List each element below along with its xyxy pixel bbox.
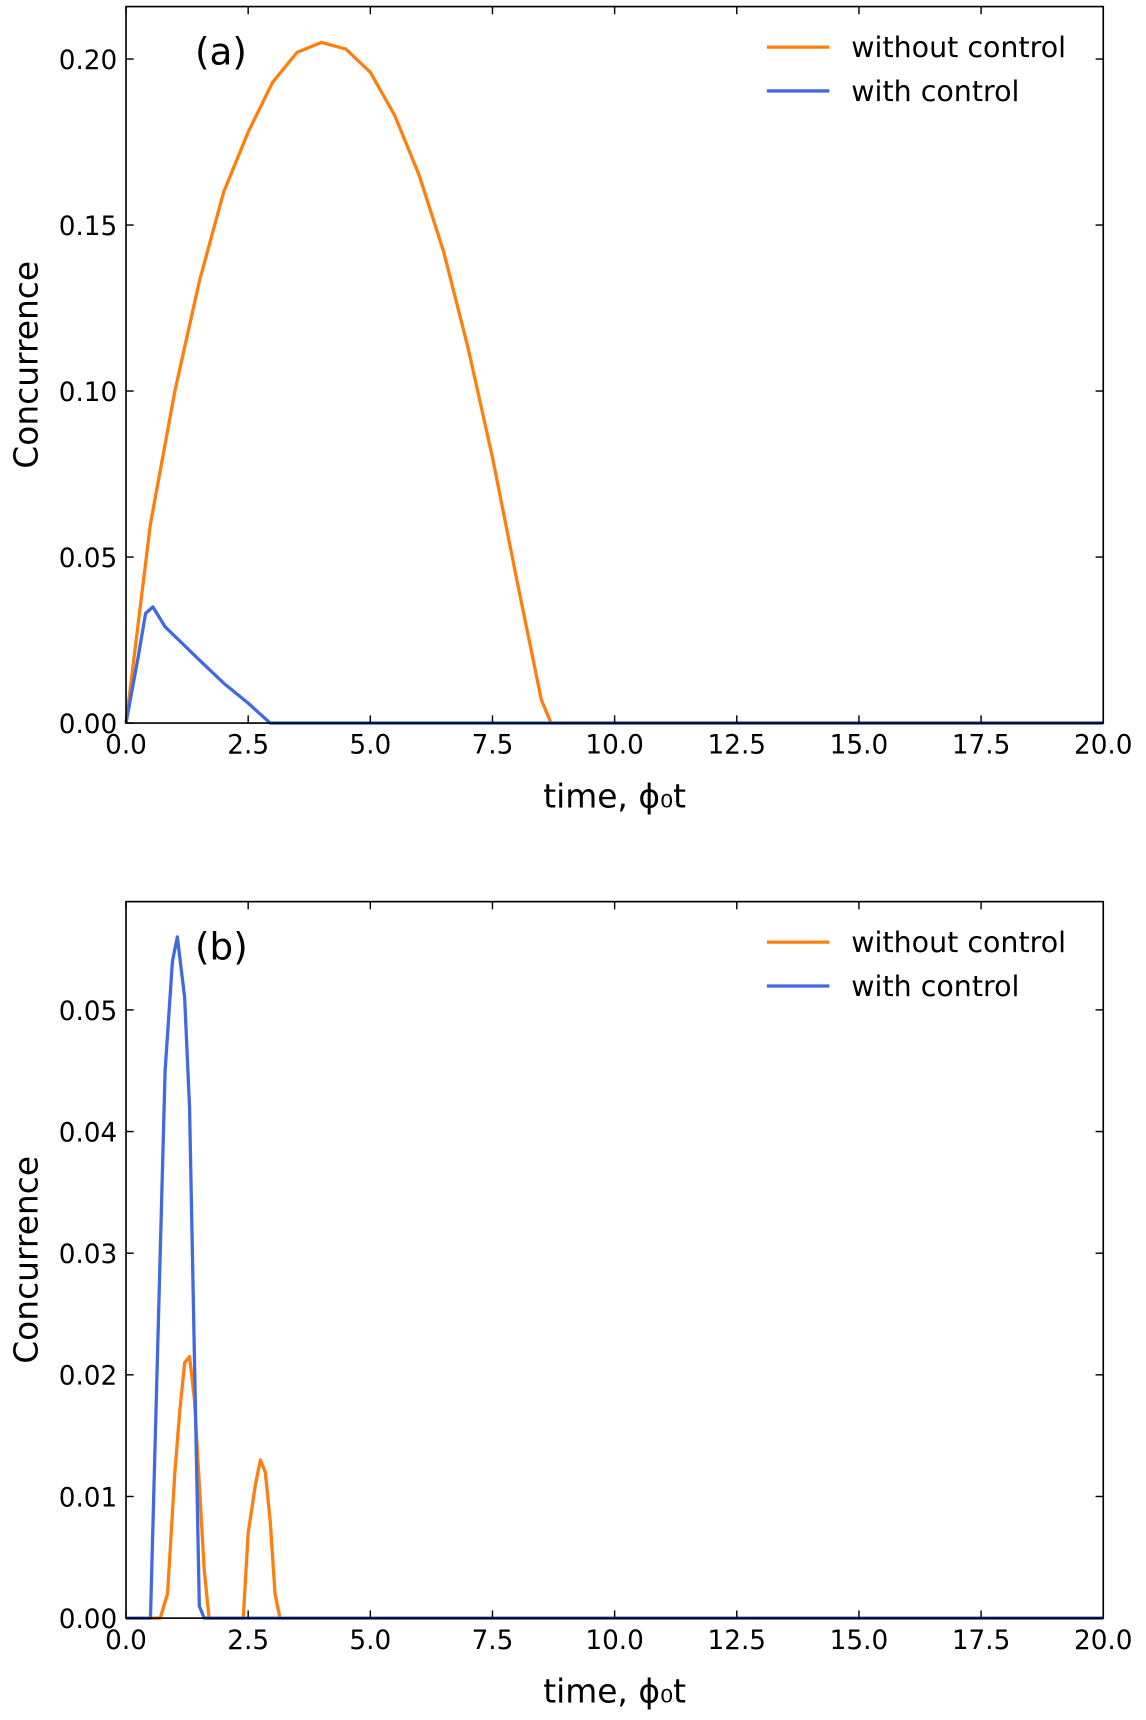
x-tick-label: 20.0 <box>1074 731 1133 761</box>
legend-label: with control <box>851 75 1019 108</box>
y-tick-label: 0.20 <box>59 46 118 76</box>
y-tick-label: 0.15 <box>59 212 118 242</box>
data-line <box>124 40 1104 725</box>
x-tick-label: 0.0 <box>105 731 147 761</box>
data-line <box>124 605 1104 725</box>
legend-label: without control <box>851 926 1066 959</box>
x-tick-label: 5.0 <box>349 1626 391 1656</box>
panel-label: (b) <box>195 925 248 969</box>
legend-label: with control <box>851 970 1019 1003</box>
plot-frame <box>125 5 1105 724</box>
y-tick-label: 0.00 <box>59 1605 118 1635</box>
y-tick-label: 0.00 <box>59 710 118 740</box>
y-tick-label: 0.05 <box>59 997 118 1027</box>
y-tick-label: 0.01 <box>59 1483 118 1513</box>
y-tick-label: 0.03 <box>59 1240 118 1270</box>
x-tick-label: 15.0 <box>830 731 889 761</box>
x-axis-label: time, ϕ₀t <box>543 1671 686 1710</box>
x-tick-label: 10.0 <box>585 1626 644 1656</box>
plot-frame <box>125 900 1105 1619</box>
x-tick-label: 7.5 <box>472 731 514 761</box>
y-tick-label: 0.10 <box>59 378 118 408</box>
x-tick-label: 17.5 <box>952 731 1011 761</box>
data-line <box>126 1354 1104 1620</box>
x-tick-label: 12.5 <box>708 1626 767 1656</box>
y-tick-label: 0.05 <box>59 544 118 574</box>
y-axis-label: Concurrence <box>6 261 45 469</box>
x-tick-label: 7.5 <box>472 1626 514 1656</box>
x-tick-label: 15.0 <box>830 1626 889 1656</box>
legend-label: without control <box>851 31 1066 64</box>
x-axis-label: time, ϕ₀t <box>543 776 686 815</box>
x-tick-label: 17.5 <box>952 1626 1011 1656</box>
x-tick-label: 2.5 <box>227 1626 269 1656</box>
panel-label: (a) <box>195 30 247 74</box>
x-tick-label: 12.5 <box>708 731 767 761</box>
x-tick-label: 20.0 <box>1074 1626 1133 1656</box>
data-line <box>126 935 1104 1620</box>
y-tick-label: 0.02 <box>59 1362 118 1392</box>
x-tick-label: 10.0 <box>585 731 644 761</box>
y-tick-label: 0.04 <box>59 1118 118 1148</box>
y-axis-label: Concurrence <box>6 1156 45 1364</box>
x-tick-label: 0.0 <box>105 1626 147 1656</box>
x-tick-label: 2.5 <box>227 731 269 761</box>
x-tick-label: 5.0 <box>349 731 391 761</box>
